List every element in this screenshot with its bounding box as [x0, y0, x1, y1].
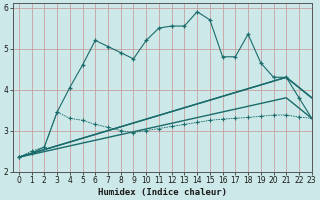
X-axis label: Humidex (Indice chaleur): Humidex (Indice chaleur): [98, 188, 227, 197]
